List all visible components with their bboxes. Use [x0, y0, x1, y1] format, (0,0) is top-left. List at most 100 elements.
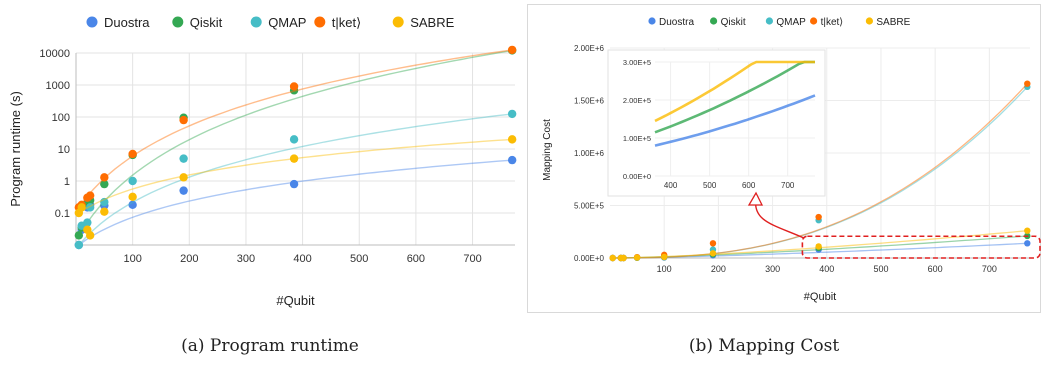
- data-point: [74, 240, 84, 250]
- legend-label: Qiskit: [190, 15, 223, 30]
- trend-line-qmap: [78, 113, 513, 246]
- data-point: [1024, 80, 1031, 87]
- y-axis-label: Mapping Cost: [542, 119, 553, 181]
- x-tick-label: 600: [407, 253, 425, 265]
- x-tick-label: 300: [237, 253, 255, 265]
- y-tick-label: 2.00E+6: [574, 44, 605, 53]
- legend-label: Duostra: [659, 17, 694, 28]
- data-point: [85, 191, 95, 200]
- data-point: [620, 254, 627, 262]
- data-point: [85, 203, 95, 212]
- data-point: [85, 231, 95, 240]
- x-tick-label: 500: [873, 264, 888, 274]
- data-point: [128, 176, 137, 186]
- inset-y-tick-label: 3.00E+5: [623, 58, 651, 67]
- legend-label: QMAP: [776, 17, 806, 28]
- data-point: [74, 231, 84, 240]
- data-point: [128, 192, 137, 202]
- inset-line-qiskit: [654, 60, 815, 134]
- data-point: [815, 213, 822, 221]
- x-axis-label: #Qubit: [804, 291, 836, 303]
- runtime-chart: 100 200 300 400 500 600 700 0.1 1 10 100 1000 10000 #…: [8, 15, 517, 308]
- x-tick-label: 200: [711, 264, 726, 274]
- x-tick-label: 100: [657, 264, 672, 274]
- data-point: [289, 154, 299, 163]
- legend-marker: [172, 16, 184, 28]
- trend-line-duostra: [78, 159, 513, 246]
- data-point: [179, 173, 188, 182]
- inset-y-tick-label: 1.00E+5: [623, 134, 651, 143]
- data-point: [83, 218, 92, 227]
- inset-x-tick-label: 700: [781, 181, 795, 190]
- inset-y-tick-label: 0.00E+0: [623, 172, 651, 181]
- inset-line-sabre: [654, 60, 815, 123]
- legend-marker: [765, 17, 773, 25]
- legend-label: Qiskit: [721, 17, 746, 28]
- legend-label: Duostra: [104, 15, 150, 30]
- inset-x-tick-label: 600: [742, 181, 756, 190]
- x-tick-label: 500: [350, 253, 368, 265]
- inset-line-duostra: [654, 94, 816, 147]
- data-point: [1024, 240, 1031, 247]
- trend-line-qiskit: [78, 49, 513, 236]
- data-point: [179, 115, 188, 125]
- y-tick-label: 1: [64, 176, 70, 188]
- y-tick-label: 1.00E+6: [574, 149, 605, 158]
- x-tick-label: 700: [982, 264, 997, 274]
- legend-marker: [648, 17, 656, 25]
- data-point: [128, 200, 137, 210]
- legend-label: SABRE: [876, 17, 910, 28]
- data-point: [100, 173, 109, 182]
- data-point: [289, 179, 299, 189]
- data-point: [100, 179, 109, 189]
- data-point: [609, 254, 616, 262]
- data-point: [100, 197, 109, 207]
- y-axis-label: Program runtime (s): [8, 91, 23, 207]
- data-point: [507, 109, 517, 119]
- highlight-box: [801, 235, 1041, 259]
- inset-x-tick-label: 400: [664, 181, 678, 190]
- x-tick-label: 700: [463, 253, 481, 265]
- mapping-cost-chart: 100 200 300 400 500 600 700 0.00E+0 5.00E+5 1.00E…: [542, 17, 1041, 303]
- x-tick-label: 400: [293, 253, 311, 265]
- legend-label: SABRE: [410, 15, 454, 30]
- legend-marker: [710, 17, 718, 25]
- x-tick-label: 300: [765, 264, 780, 274]
- legend-marker: [810, 17, 818, 25]
- trend-line-tket: [78, 49, 513, 208]
- data-point: [77, 203, 86, 212]
- y-tick-label: 10: [58, 144, 70, 156]
- legend-label: t|ket⟩: [821, 17, 844, 28]
- y-tick-label: 10000: [39, 48, 70, 60]
- data-point: [1024, 227, 1031, 234]
- x-tick-label: 200: [180, 253, 198, 265]
- inset-x-tick-label: 500: [703, 181, 717, 190]
- inset-y-tick-label: 2.00E+5: [623, 96, 651, 105]
- x-axis-label: #Qubit: [276, 293, 315, 308]
- zoom-arrow: [754, 197, 805, 239]
- legend-marker: [250, 16, 262, 28]
- y-tick-label: 1000: [46, 80, 70, 92]
- caption-runtime: (a) Program runtime: [181, 336, 359, 356]
- legend-marker: [86, 16, 98, 28]
- data-point: [660, 253, 668, 261]
- zoom-arrow-head: [747, 191, 764, 206]
- data-point: [709, 240, 717, 247]
- legend-label: QMAP: [268, 15, 306, 30]
- data-point: [507, 45, 517, 55]
- data-point: [128, 149, 137, 159]
- y-tick-label: 0.1: [55, 208, 70, 220]
- legend-marker: [865, 17, 873, 25]
- inset-panel: [607, 49, 826, 197]
- legend-marker: [314, 16, 326, 28]
- y-tick-label: 1.50E+6: [574, 97, 605, 106]
- trend-line-sabre: [78, 138, 513, 214]
- x-tick-label: 400: [819, 264, 834, 274]
- legend-label: t|ket⟩: [332, 15, 361, 30]
- data-point: [289, 135, 299, 144]
- y-tick-label: 5.00E+5: [574, 202, 605, 211]
- x-tick-label: 100: [123, 253, 141, 265]
- y-tick-label: 100: [52, 112, 70, 124]
- data-point: [507, 155, 517, 165]
- y-tick-label: 0.00E+0: [574, 254, 605, 263]
